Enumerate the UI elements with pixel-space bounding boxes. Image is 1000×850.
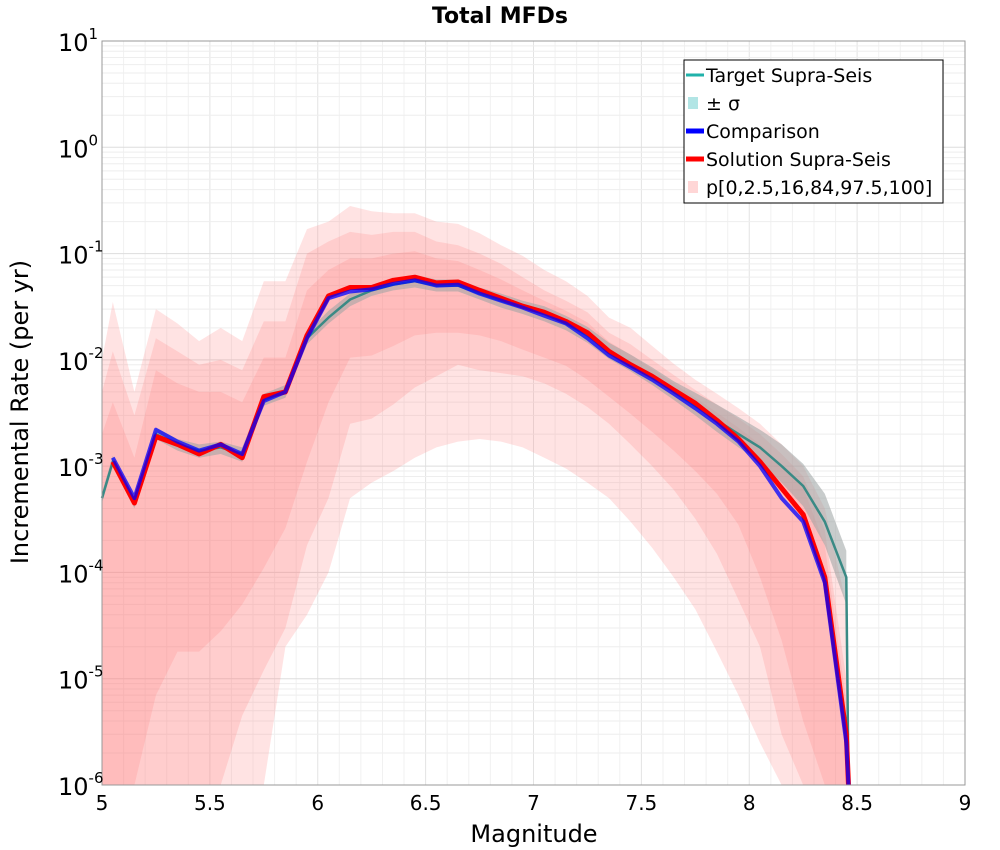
x-tick-label: 7.5 (625, 791, 657, 815)
x-tick-label: 6 (311, 791, 324, 815)
x-tick-label: 5 (96, 791, 109, 815)
legend-label: p[0,2.5,16,84,97.5,100] (706, 177, 932, 199)
legend-label: ± σ (706, 93, 740, 115)
legend-box (683, 59, 944, 204)
chart-title: Total MFDs (432, 4, 568, 29)
y-tick-label: 10-3 (58, 450, 104, 482)
x-tick-label: 7 (527, 791, 540, 815)
percentile-band-mid (102, 231, 847, 785)
y-tick-label: 10-5 (58, 663, 104, 695)
legend-label: Target Supra-Seis (705, 65, 872, 87)
y-axis-ticks: 10-6 10-5 10-4 10-3 10-2 10-1 100 101 (58, 25, 104, 801)
y-tick-label: 10-6 (58, 769, 104, 801)
x-tick-label: 6.5 (410, 791, 442, 815)
percentile-band-outer (102, 206, 847, 785)
x-tick-label: 8.5 (841, 791, 873, 815)
legend-swatch (688, 181, 698, 193)
x-tick-label: 5.5 (194, 791, 226, 815)
y-axis-label: Incremental Rate (per yr) (6, 260, 34, 564)
y-tick-label: 10-4 (58, 556, 104, 588)
y-tick-label: 10-1 (58, 238, 104, 270)
x-tick-label: 9 (959, 791, 972, 815)
plot-frame (101, 40, 966, 786)
series-lines (100, 274, 851, 786)
y-tick-label: 100 (58, 131, 98, 163)
y-tick-label: 10-2 (58, 344, 104, 376)
legend-label: Solution Supra-Seis (706, 149, 891, 171)
x-axis-label: Magnitude (470, 820, 597, 848)
y-tick-label: 101 (58, 25, 98, 57)
legend-label: Comparison (706, 121, 820, 143)
x-axis-ticks: 5 5.5 6 6.5 7 7.5 8 8.5 9 (96, 791, 972, 815)
legend: Target Supra-Seis ± σ Comparison Solution S… (683, 59, 944, 204)
series-comparison (111, 278, 851, 786)
x-tick-label: 8 (743, 791, 756, 815)
legend-swatch (688, 97, 698, 109)
